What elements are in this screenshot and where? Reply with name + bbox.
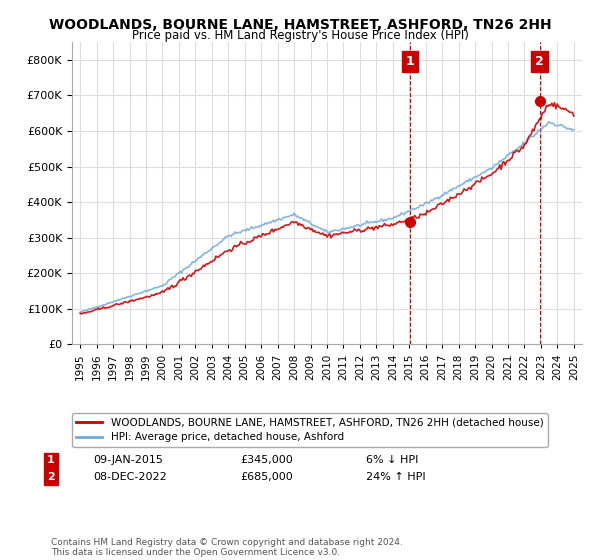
Text: 2: 2 [535, 55, 544, 68]
Text: WOODLANDS, BOURNE LANE, HAMSTREET, ASHFORD, TN26 2HH: WOODLANDS, BOURNE LANE, HAMSTREET, ASHFO… [49, 18, 551, 32]
Text: £685,000: £685,000 [240, 472, 293, 482]
Text: £345,000: £345,000 [240, 455, 293, 465]
Text: 6% ↓ HPI: 6% ↓ HPI [366, 455, 418, 465]
Text: Price paid vs. HM Land Registry's House Price Index (HPI): Price paid vs. HM Land Registry's House … [131, 29, 469, 42]
Text: 09-JAN-2015: 09-JAN-2015 [93, 455, 163, 465]
Text: 2: 2 [47, 472, 55, 482]
Legend: WOODLANDS, BOURNE LANE, HAMSTREET, ASHFORD, TN26 2HH (detached house), HPI: Aver: WOODLANDS, BOURNE LANE, HAMSTREET, ASHFO… [72, 413, 548, 447]
Text: 1: 1 [406, 55, 414, 68]
Text: Contains HM Land Registry data © Crown copyright and database right 2024.
This d: Contains HM Land Registry data © Crown c… [51, 538, 403, 557]
Text: 24% ↑ HPI: 24% ↑ HPI [366, 472, 425, 482]
Text: 1: 1 [47, 455, 55, 465]
Text: 08-DEC-2022: 08-DEC-2022 [93, 472, 167, 482]
